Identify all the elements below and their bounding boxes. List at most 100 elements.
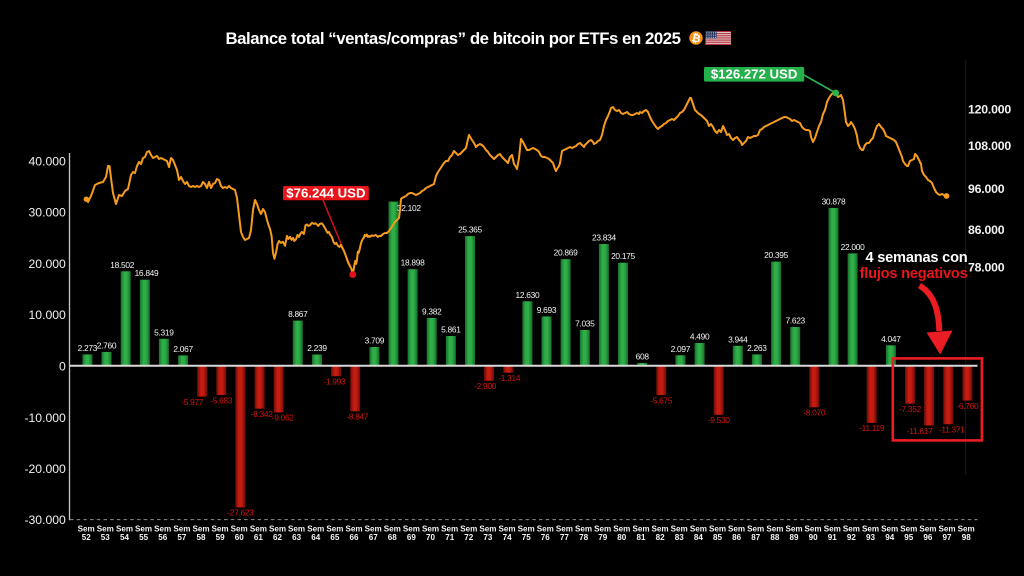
svg-text:Sem: Sem [518, 525, 535, 534]
svg-text:Sem: Sem [747, 525, 764, 534]
svg-text:Sem: Sem [326, 525, 343, 534]
svg-text:Sem: Sem [384, 525, 401, 534]
svg-text:73: 73 [483, 533, 493, 542]
svg-text:Sem: Sem [938, 525, 955, 534]
svg-text:92: 92 [847, 533, 857, 542]
svg-text:-2.900: -2.900 [474, 381, 497, 391]
svg-text:60: 60 [235, 533, 245, 542]
svg-text:56: 56 [158, 533, 168, 542]
svg-text:-10.000: -10.000 [24, 411, 66, 425]
svg-text:25.365: 25.365 [458, 225, 482, 235]
svg-text:96: 96 [923, 533, 933, 542]
svg-text:Sem: Sem [632, 525, 649, 534]
svg-text:3.944: 3.944 [728, 334, 748, 344]
svg-text:20.395: 20.395 [764, 250, 788, 260]
svg-text:7.623: 7.623 [785, 316, 805, 326]
svg-text:₿: ₿ [690, 32, 701, 46]
svg-text:86.000: 86.000 [968, 223, 1005, 237]
svg-text:Sem: Sem [537, 525, 554, 534]
svg-text:9.693: 9.693 [537, 305, 557, 315]
svg-text:108.000: 108.000 [968, 139, 1011, 153]
svg-text:40.000: 40.000 [29, 154, 66, 168]
svg-text:4 semanas con: 4 semanas con [865, 250, 967, 266]
svg-text:Sem: Sem [192, 525, 209, 534]
svg-text:52: 52 [82, 533, 92, 542]
svg-text:20.869: 20.869 [554, 248, 578, 258]
svg-text:89: 89 [789, 533, 799, 542]
svg-text:20.000: 20.000 [29, 257, 66, 271]
svg-text:Sem: Sem [116, 525, 133, 534]
svg-text:Sem: Sem [805, 525, 822, 534]
svg-text:Sem: Sem [97, 525, 114, 534]
svg-text:95: 95 [904, 533, 914, 542]
svg-text:Sem: Sem [575, 525, 592, 534]
svg-text:69: 69 [407, 533, 417, 542]
svg-text:53: 53 [101, 533, 111, 542]
svg-text:608: 608 [636, 351, 650, 361]
svg-text:71: 71 [445, 533, 455, 542]
svg-text:Balance total “ventas/compras”: Balance total “ventas/compras” de bitcoi… [225, 29, 680, 48]
svg-text:Sem: Sem [499, 525, 516, 534]
svg-text:88: 88 [770, 533, 780, 542]
svg-text:Sem: Sem [173, 525, 190, 534]
svg-text:5.861: 5.861 [441, 325, 461, 335]
svg-text:Sem: Sem [78, 525, 95, 534]
svg-text:Sem: Sem [345, 525, 362, 534]
svg-text:2.097: 2.097 [671, 344, 691, 354]
svg-text:12.630: 12.630 [515, 290, 539, 300]
svg-text:-11.371: -11.371 [939, 425, 965, 435]
svg-text:Sem: Sem [307, 525, 324, 534]
svg-text:0: 0 [59, 360, 66, 374]
svg-text:62: 62 [273, 533, 283, 542]
svg-text:80: 80 [617, 533, 627, 542]
svg-text:85: 85 [713, 533, 723, 542]
svg-text:5.319: 5.319 [154, 327, 174, 337]
svg-text:-1.314: -1.314 [498, 373, 521, 383]
svg-text:Sem: Sem [652, 525, 669, 534]
svg-text:93: 93 [866, 533, 876, 542]
svg-text:Sem: Sem [231, 525, 248, 534]
svg-text:16.849: 16.849 [135, 268, 159, 278]
svg-text:2.067: 2.067 [173, 344, 193, 354]
svg-text:Sem: Sem [728, 525, 745, 534]
svg-text:61: 61 [254, 533, 264, 542]
svg-text:Sem: Sem [766, 525, 783, 534]
svg-text:Sem: Sem [441, 525, 458, 534]
svg-text:55: 55 [139, 533, 149, 542]
svg-text:Sem: Sem [269, 525, 286, 534]
svg-text:Sem: Sem [403, 525, 420, 534]
svg-text:Sem: Sem [556, 525, 573, 534]
svg-text:Sem: Sem [135, 525, 152, 534]
svg-text:68: 68 [388, 533, 398, 542]
svg-text:75: 75 [522, 533, 532, 542]
svg-text:84: 84 [694, 533, 704, 542]
svg-text:120.000: 120.000 [968, 102, 1011, 116]
svg-text:Sem: Sem [709, 525, 726, 534]
svg-text:2.760: 2.760 [97, 340, 117, 350]
svg-text:Sem: Sem [594, 525, 611, 534]
svg-text:77: 77 [560, 533, 570, 542]
svg-text:81: 81 [636, 533, 646, 542]
svg-text:Sem: Sem [479, 525, 496, 534]
svg-text:64: 64 [311, 533, 321, 542]
svg-text:$126.272 USD: $126.272 USD [711, 67, 798, 82]
svg-text:23.834: 23.834 [592, 233, 616, 243]
svg-text:66: 66 [349, 533, 359, 542]
svg-text:67: 67 [369, 533, 379, 542]
svg-text:Sem: Sem [900, 525, 917, 534]
svg-text:20.175: 20.175 [611, 251, 635, 261]
svg-text:4.047: 4.047 [881, 334, 901, 344]
svg-text:74: 74 [503, 533, 513, 542]
svg-text:63: 63 [292, 533, 302, 542]
svg-text:94: 94 [885, 533, 895, 542]
svg-text:91: 91 [828, 533, 838, 542]
svg-text:-11.119: -11.119 [859, 423, 885, 433]
svg-text:-8.342: -8.342 [251, 409, 274, 419]
svg-text:2.239: 2.239 [307, 343, 327, 353]
svg-text:Sem: Sem [613, 525, 630, 534]
svg-text:57: 57 [177, 533, 187, 542]
svg-text:78.000: 78.000 [968, 261, 1005, 275]
svg-text:Sem: Sem [958, 525, 975, 534]
svg-text:Sem: Sem [843, 525, 860, 534]
svg-text:-1.993: -1.993 [323, 377, 346, 387]
